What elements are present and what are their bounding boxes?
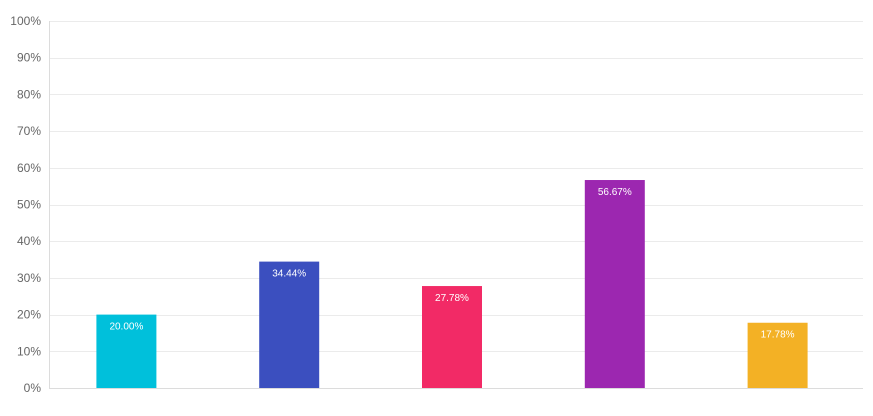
bar[interactable] xyxy=(747,322,808,388)
y-tick-label: 60% xyxy=(17,161,41,175)
y-tick-label: 10% xyxy=(17,344,41,358)
y-axis-ticks: 0% 10% 20% 30% 40% 50% 60% 70% 80% 90% 100% xyxy=(10,14,41,395)
bars xyxy=(96,180,808,388)
axes xyxy=(49,21,863,389)
y-tick-label: 40% xyxy=(17,234,41,248)
y-tick-label: 20% xyxy=(17,308,41,322)
bar-value-label: 27.78% xyxy=(435,293,469,304)
bar-value-labels: 20.00% 34.44% 27.78% 56.67% 17.78% xyxy=(109,187,794,341)
y-tick-label: 100% xyxy=(10,14,41,28)
bar[interactable] xyxy=(584,180,645,388)
bar-value-label: 56.67% xyxy=(598,187,632,198)
bar[interactable] xyxy=(259,261,320,388)
bar-value-label: 17.78% xyxy=(761,330,795,341)
y-tick-label: 0% xyxy=(24,381,42,395)
y-tick-label: 90% xyxy=(17,51,41,65)
bar-value-label: 20.00% xyxy=(109,322,143,333)
bar[interactable] xyxy=(422,286,482,388)
y-tick-label: 80% xyxy=(17,87,41,101)
y-tick-label: 30% xyxy=(17,271,41,285)
y-tick-label: 50% xyxy=(17,198,41,212)
bar-value-label: 34.44% xyxy=(272,269,306,280)
bar[interactable] xyxy=(96,314,157,388)
grid-lines xyxy=(49,21,863,352)
y-tick-label: 70% xyxy=(17,124,41,138)
